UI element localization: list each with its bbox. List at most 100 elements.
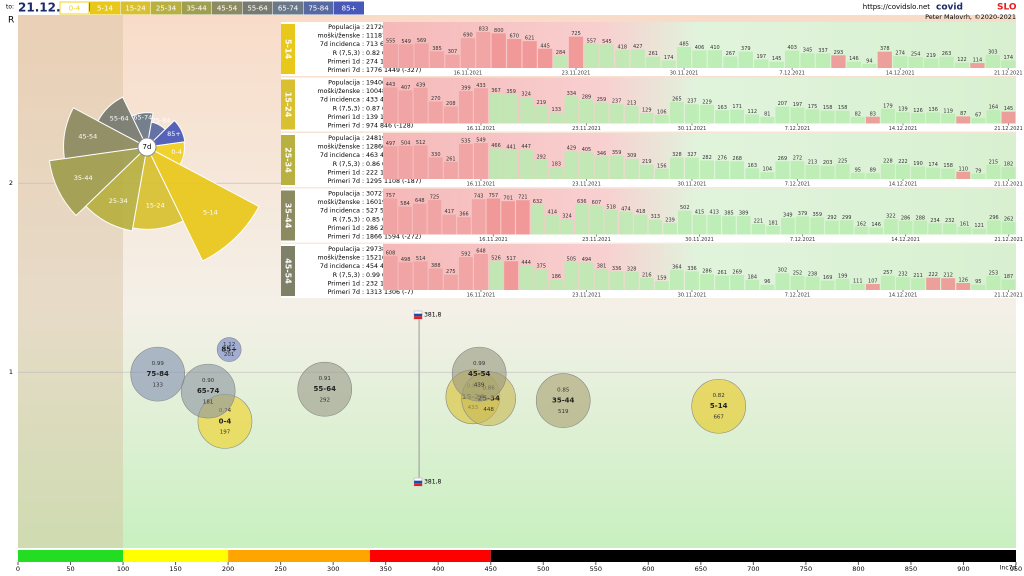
mini-bar-label: 95 <box>855 167 861 173</box>
stat-value: 974 846 (-128) <box>366 123 413 130</box>
stat-label: Primeri 1d <box>328 280 360 287</box>
stat-value: 1776 1449 (-327) <box>366 67 421 74</box>
mini-bar-label: 505 <box>567 256 577 262</box>
mini-bar-label: 701 <box>503 196 513 202</box>
mini-bar-label: 498 <box>401 257 411 263</box>
bubble-name: 75-84 <box>147 370 170 378</box>
date-label: 21.12.2021 <box>994 237 1023 243</box>
group-tag-label: 5-14 <box>284 39 293 59</box>
group-button-label: 0-4 <box>69 5 81 13</box>
mini-bar <box>877 51 892 68</box>
bubble-x: 667 <box>713 415 724 421</box>
mini-bar <box>941 113 956 124</box>
x-tick-label: 400 <box>432 565 444 573</box>
mini-bar <box>790 161 805 179</box>
mini-bar-label: 309 <box>627 153 637 159</box>
mini-bar-label: 111 <box>853 278 863 284</box>
group-tag-label: 35-44 <box>284 203 293 229</box>
mini-bar <box>471 199 486 235</box>
mini-bar-label: 389 <box>739 211 749 217</box>
mini-bar-label: 286 <box>702 269 712 275</box>
group-tag <box>281 135 295 185</box>
stat-colon: : <box>362 24 364 31</box>
group-tag <box>281 24 295 74</box>
mini-bar-label: 179 <box>883 103 893 109</box>
stat-colon: : <box>362 191 364 198</box>
mini-bar <box>926 112 941 124</box>
group-button-label: 15-24 <box>125 5 146 13</box>
stat-colon: : <box>362 225 364 232</box>
mini-bar <box>685 271 699 290</box>
mini-bar <box>985 54 1000 68</box>
mini-bar <box>383 256 398 290</box>
mini-bar-label: 162 <box>857 221 867 227</box>
mini-bar-label: 526 <box>491 255 501 261</box>
mini-bar-label: 632 <box>533 199 543 205</box>
mini-bar-label: 81 <box>764 111 770 117</box>
mini-bar <box>594 268 609 290</box>
mini-bar <box>941 278 956 290</box>
pie-wedge <box>97 96 149 149</box>
stat-label: Primeri 7d <box>328 234 360 241</box>
mini-bar <box>383 146 398 179</box>
mini-bar <box>489 93 503 124</box>
color-band <box>490 550 1017 562</box>
x-axis-label: Inc7d <box>1000 565 1017 572</box>
mini-bar <box>898 220 913 235</box>
mini-bar <box>707 50 723 68</box>
mini-bar-label: 175 <box>808 104 818 110</box>
mini-bar <box>884 219 898 235</box>
mini-bar <box>790 107 805 124</box>
mini-bar-label: 237 <box>687 99 697 105</box>
mini-bar-label: 381 <box>597 263 607 269</box>
mini-bar <box>730 275 745 290</box>
mini-bar-label: 197 <box>756 54 766 60</box>
bubble-name: 65-74 <box>197 387 220 395</box>
mini-bar-label: 441 <box>506 145 516 151</box>
stat-colon: : <box>362 263 364 270</box>
mini-bar-label: 296 <box>989 215 999 221</box>
bubble-x: 519 <box>558 409 569 415</box>
group-button <box>120 1 151 15</box>
group-tag <box>281 190 295 241</box>
mini-bar-label: 439 <box>416 82 426 88</box>
x-tick-label: 100 <box>117 565 129 573</box>
group-button-label: 75-84 <box>308 5 329 13</box>
mini-bar <box>1001 222 1016 235</box>
mini-bar <box>428 101 443 124</box>
stat-label: 7d incidenca <box>320 97 360 104</box>
mini-bar <box>715 160 730 179</box>
pie-label: 35-44 <box>74 174 93 182</box>
mini-bar <box>383 87 398 124</box>
mini-bar-label: 190 <box>913 161 923 167</box>
mini-bar-label: 418 <box>618 44 628 50</box>
mini-bar-label: 212 <box>943 273 953 279</box>
mini-bar <box>986 110 1001 124</box>
mini-bar-label: 670 <box>509 34 519 40</box>
mini-bar <box>1001 60 1016 68</box>
mini-bar-label: 219 <box>642 159 652 165</box>
mini-bar <box>564 96 579 124</box>
mini-bar-label: 415 <box>695 209 705 215</box>
group-button <box>90 1 120 15</box>
mini-bar <box>678 210 692 235</box>
mini-bar-label: 289 <box>582 95 592 101</box>
mini-bar-label: 427 <box>633 44 643 50</box>
mini-bar <box>850 283 865 290</box>
mini-bar <box>745 279 760 290</box>
mini-bar-label: 648 <box>415 198 425 204</box>
mini-bar <box>516 200 530 235</box>
date-label: 23.11.2021 <box>572 293 601 299</box>
pie-wedge <box>48 146 149 217</box>
mini-bar <box>715 275 730 290</box>
mini-bar-label: 359 <box>812 212 822 218</box>
mini-bar <box>736 216 751 235</box>
mini-bar-label: 322 <box>886 214 896 220</box>
mini-bar <box>398 145 413 179</box>
x-tick-label: 850 <box>905 565 917 573</box>
mini-bar-label: 725 <box>571 31 581 37</box>
marker-label: 381,8 <box>424 312 441 319</box>
mini-bar <box>443 274 458 290</box>
mini-bar-label: 129 <box>642 108 652 114</box>
mini-bar <box>489 148 503 179</box>
